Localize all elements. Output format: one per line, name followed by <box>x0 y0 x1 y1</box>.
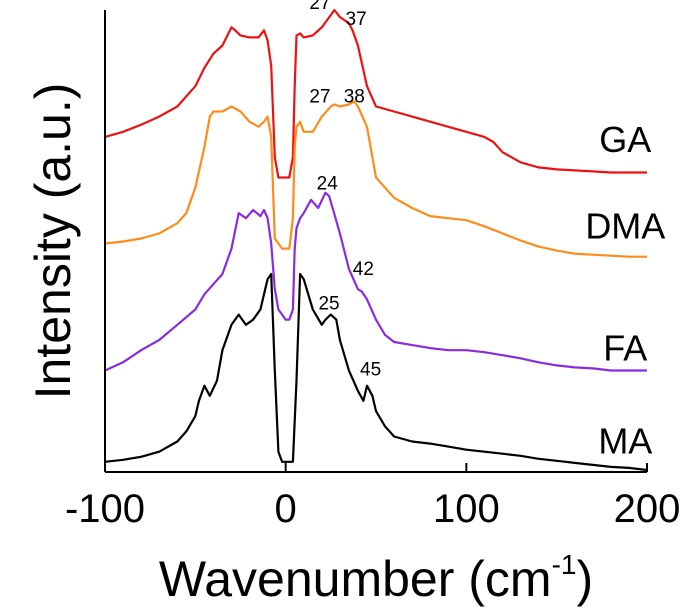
peak-annotation: 27 <box>309 86 330 107</box>
x-tick-label: 0 <box>275 487 297 531</box>
series-line-ga <box>104 8 647 179</box>
series-line-dma <box>104 100 647 258</box>
series-line-ma <box>104 272 648 472</box>
peak-annotation: 27 <box>309 0 330 14</box>
peak-annotation: 25 <box>318 294 339 315</box>
axes: -100 0 100 200 <box>65 10 680 531</box>
x-tick-label: 200 <box>614 487 681 531</box>
peak-annotation: 38 <box>344 86 365 107</box>
series-label-ga: GA <box>599 119 651 160</box>
series-line-fa <box>104 191 647 372</box>
peak-annotation: 37 <box>346 9 367 30</box>
x-axis-label: Wavenumber (cm-1) <box>159 549 593 607</box>
x-tick-label: -100 <box>65 487 145 531</box>
peak-annotation: 24 <box>317 174 339 195</box>
x-tick-label: 100 <box>433 487 500 531</box>
series-label-fa: FA <box>603 327 647 368</box>
series-label-ma: MA <box>598 421 652 462</box>
labels: Wavenumber (cm-1) Intensity (a.u.) GA DMA FA… <box>25 0 665 607</box>
plot-area <box>104 8 648 472</box>
peak-annotation: 42 <box>353 259 374 280</box>
series-label-dma: DMA <box>585 205 665 246</box>
peak-annotation: 45 <box>360 360 381 381</box>
y-axis-label: Intensity (a.u.) <box>25 83 81 400</box>
